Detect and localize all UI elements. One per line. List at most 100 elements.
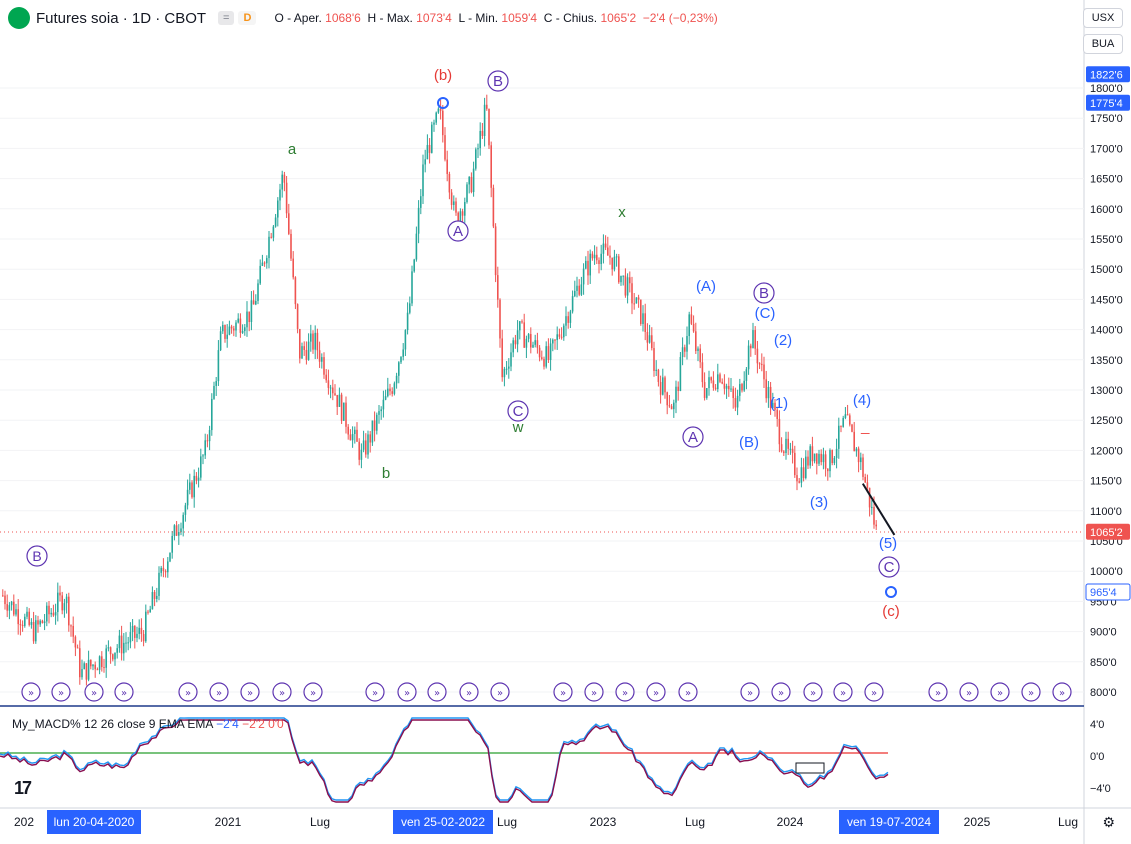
symbol-title[interactable]: Futures soia · 1D · CBOT	[36, 9, 207, 27]
event-marker-icon[interactable]	[740, 682, 760, 702]
event-marker-icon[interactable]	[240, 682, 260, 702]
macd-line	[0, 717, 889, 801]
price-tag-label: 1822'6	[1090, 69, 1123, 81]
candle-body	[182, 514, 184, 529]
candle-body	[563, 325, 565, 338]
event-marker-icon[interactable]	[427, 682, 447, 702]
candle-body	[167, 561, 169, 573]
candle-body	[426, 144, 429, 160]
event-marker-icon[interactable]	[272, 682, 292, 702]
delayed-badge[interactable]: D	[238, 11, 257, 25]
candle-body	[758, 363, 761, 365]
gear-icon[interactable]: ⚙	[1102, 814, 1115, 830]
candle-body	[442, 110, 444, 136]
currency-button[interactable]: USX	[1083, 8, 1123, 28]
event-marker-icon[interactable]	[833, 682, 853, 702]
candle-body	[131, 625, 134, 633]
event-marker-icon[interactable]	[459, 682, 479, 702]
candle-body	[455, 201, 457, 213]
candle-body	[224, 325, 226, 339]
candle-body	[10, 601, 13, 606]
candle-body	[103, 667, 105, 669]
time-tick-label: Lug	[497, 815, 517, 829]
candle-body	[57, 592, 59, 613]
price-tick-label: 1500'0	[1090, 264, 1123, 276]
equals-icon[interactable]: =	[218, 11, 235, 25]
ohlc-readout: O - Aper. 1068'6 H - Max. 1073'4 L - Min…	[274, 11, 717, 25]
candle-body	[435, 112, 437, 123]
candle-body	[54, 612, 57, 616]
candle-body	[587, 260, 589, 276]
wave-label: A	[453, 223, 463, 240]
candle-body	[585, 260, 587, 269]
event-marker-icon[interactable]	[990, 682, 1010, 702]
candle-body	[288, 213, 290, 234]
event-marker-icon[interactable]	[209, 682, 229, 702]
event-marker-glyph: »	[622, 688, 628, 699]
target-marker-icon	[885, 586, 897, 598]
candle-body	[46, 605, 48, 622]
event-marker-icon[interactable]	[864, 682, 884, 702]
event-marker-icon[interactable]	[584, 682, 604, 702]
event-marker-icon[interactable]	[1052, 682, 1072, 702]
low-value: 1059'4	[501, 11, 538, 25]
event-marker-glyph: »	[28, 688, 34, 699]
price-tag-label: 965'4	[1090, 587, 1117, 599]
candle-body	[609, 255, 611, 258]
event-marker-icon[interactable]	[646, 682, 666, 702]
event-marker-icon[interactable]	[114, 682, 134, 702]
candle-body	[481, 130, 484, 136]
event-marker-icon[interactable]	[51, 682, 71, 702]
macd-legend[interactable]: My_MACD% 12 26 close 9 EMA EMA −2'4 −2'2…	[12, 717, 284, 731]
event-marker-icon[interactable]	[959, 682, 979, 702]
candle-body	[136, 633, 138, 638]
candle-body	[516, 330, 519, 345]
candle-body	[512, 340, 514, 353]
open-label: O - Aper.	[274, 11, 322, 25]
candle-body	[677, 386, 679, 391]
candle-body	[552, 339, 554, 344]
event-marker-icon[interactable]	[553, 682, 573, 702]
event-marker-icon[interactable]	[803, 682, 823, 702]
event-marker-icon[interactable]	[678, 682, 698, 702]
price-tick-label: 1000'0	[1090, 566, 1123, 578]
candle-body	[844, 414, 847, 418]
candle-body	[745, 369, 748, 381]
event-marker-icon[interactable]	[397, 682, 417, 702]
candle-body	[820, 453, 822, 463]
candle-body	[754, 330, 756, 349]
candle-body	[439, 108, 442, 111]
wave-label-circle	[507, 400, 529, 422]
event-marker-icon[interactable]	[365, 682, 385, 702]
event-marker-icon[interactable]	[1021, 682, 1041, 702]
tradingview-logo-icon[interactable]: 17	[14, 778, 32, 798]
candle-body	[508, 366, 510, 369]
event-marker-icon[interactable]	[84, 682, 104, 702]
event-marker-icon[interactable]	[303, 682, 323, 702]
event-marker-icon[interactable]	[490, 682, 510, 702]
candle-body	[147, 611, 149, 613]
candle-body	[468, 176, 470, 185]
event-marker-glyph: »	[404, 688, 410, 699]
close-value: 1065'2	[600, 11, 637, 25]
event-marker-icon[interactable]	[928, 682, 948, 702]
candle-body	[327, 380, 330, 388]
event-marker-icon[interactable]	[178, 682, 198, 702]
candle-body	[864, 476, 866, 483]
candle-body	[292, 258, 294, 278]
candle-body	[186, 489, 189, 506]
event-marker-icon[interactable]	[21, 682, 41, 702]
candle-body	[81, 669, 83, 678]
event-marker-icon[interactable]	[771, 682, 791, 702]
candle-body	[840, 425, 842, 427]
candle-body	[873, 506, 875, 525]
wave-label: (3)	[810, 494, 828, 511]
candle-body	[156, 595, 158, 599]
candle-body	[314, 332, 316, 350]
chart-type-button[interactable]: BUA	[1083, 34, 1123, 54]
candle-body	[534, 340, 536, 345]
candle-body	[233, 328, 235, 331]
candle-body	[266, 258, 268, 264]
event-marker-icon[interactable]	[615, 682, 635, 702]
